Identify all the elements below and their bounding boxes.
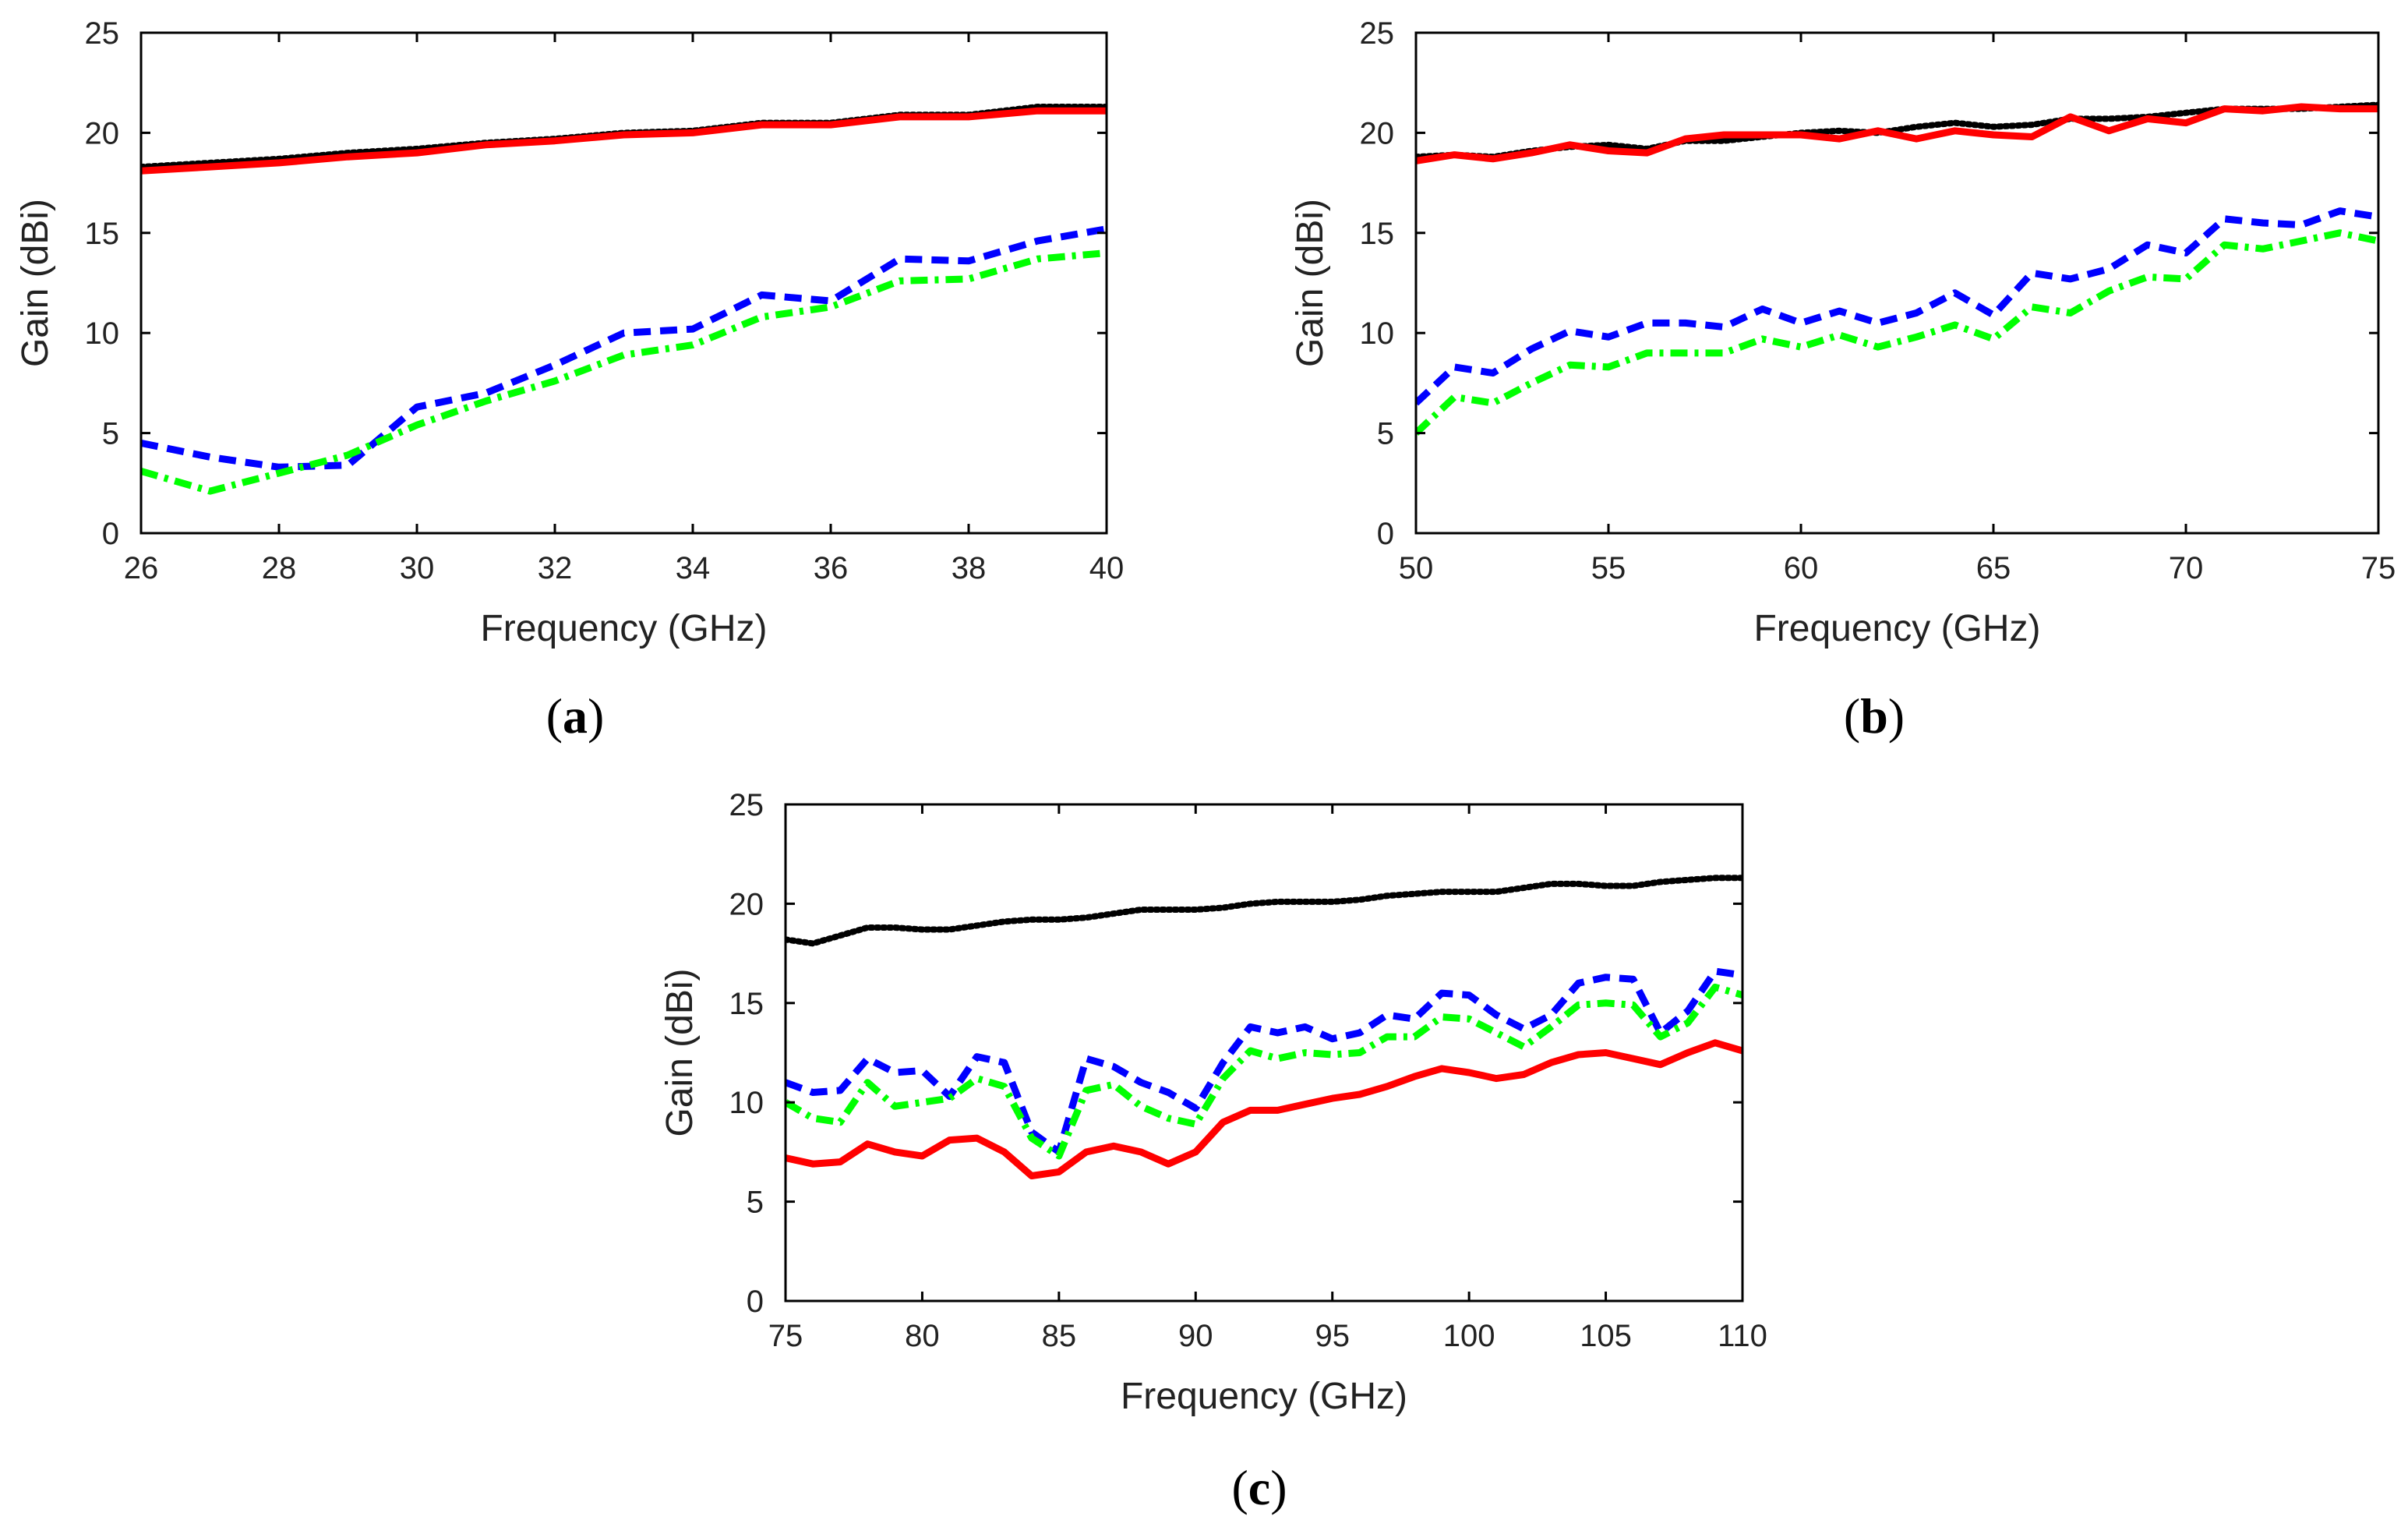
y-axis-label: Gain (dBi) — [15, 199, 56, 367]
y-tick-label: 10 — [85, 316, 120, 351]
y-tick-label: 5 — [1377, 417, 1394, 451]
plot-frame — [784, 803, 1744, 1303]
x-tick-label: 55 — [1591, 551, 1626, 585]
plot-frame — [1414, 31, 2380, 535]
x-tick-label: 110 — [1718, 1319, 1767, 1353]
x-tick-label: 36 — [814, 551, 849, 585]
y-tick-label: 25 — [1360, 16, 1395, 51]
series-line-red-solid — [786, 1039, 1742, 1179]
panel-label: (c) — [1231, 1460, 1287, 1515]
chart-panel-b: 50 55 60 65 70 75 0 5 10 15 20 25 Frequency (GHz) Gai… — [1290, 16, 2396, 744]
x-tick-label: 28 — [262, 551, 297, 585]
panel-label: (a) — [546, 688, 605, 744]
x-tick-label: 30 — [400, 551, 435, 585]
series-line-green-dashdot — [1416, 229, 2378, 436]
x-tick-label: 95 — [1315, 1319, 1350, 1353]
y-tick-label: 5 — [102, 417, 119, 451]
y-tick-label: 0 — [747, 1285, 764, 1319]
y-axis-label: Gain (dBi) — [659, 968, 701, 1136]
y-axis-label: Gain (dBi) — [1290, 199, 1331, 367]
x-tick-label: 26 — [124, 551, 159, 585]
y-tick-label: 20 — [1360, 116, 1395, 150]
x-tick-label: 100 — [1443, 1319, 1495, 1353]
x-tick-label: 34 — [676, 551, 711, 585]
x-tick-label: 40 — [1089, 551, 1125, 585]
x-tick-label: 50 — [1399, 551, 1434, 585]
x-axis-label: Frequency (GHz) — [1121, 1376, 1407, 1417]
series-line-blue-dashed — [786, 967, 1742, 1156]
x-tick-label: 90 — [1178, 1319, 1213, 1353]
x-tick-label: 38 — [952, 551, 987, 585]
y-tick-label: 15 — [85, 217, 120, 251]
x-tick-label: 65 — [1976, 551, 2011, 585]
x-tick-label: 75 — [768, 1319, 803, 1353]
x-tick-label: 60 — [1784, 551, 1819, 585]
x-tick-label: 75 — [2361, 551, 2396, 585]
series-line-black-dotted — [786, 875, 1742, 947]
x-tick-label: 105 — [1580, 1319, 1632, 1353]
y-tick-label: 20 — [85, 116, 120, 150]
y-tick-label: 0 — [102, 517, 119, 551]
y-tick-label: 15 — [729, 987, 764, 1021]
y-tick-label: 15 — [1360, 217, 1395, 251]
chart-panel-a: 26 28 30 32 34 36 38 40 0 5 10 15 20 25 Frequency (GHz… — [15, 16, 1124, 744]
x-tick-label: 32 — [538, 551, 573, 585]
series-line-red-solid — [141, 107, 1107, 175]
x-tick-label: 80 — [905, 1319, 940, 1353]
x-axis-label: Frequency (GHz) — [1753, 608, 2040, 649]
x-axis-label: Frequency (GHz) — [480, 608, 767, 649]
y-tick-label: 25 — [85, 16, 120, 51]
series-line-red-solid — [1416, 103, 2378, 164]
y-tick-label: 10 — [1360, 316, 1395, 351]
series-line-green-dashdot — [141, 249, 1107, 495]
panel-label: (b) — [1844, 688, 1905, 744]
x-tick-label: 70 — [2169, 551, 2204, 585]
chart-panel-c: 75 80 85 90 95 100 105 110 0 5 10 15 20 25 Frequency (… — [659, 788, 1767, 1515]
plot-frame — [139, 31, 1108, 535]
y-tick-label: 5 — [747, 1186, 764, 1220]
y-tick-label: 10 — [729, 1086, 764, 1120]
y-tick-label: 0 — [1377, 517, 1394, 551]
y-tick-label: 25 — [729, 788, 764, 822]
y-tick-label: 20 — [729, 887, 764, 921]
x-tick-label: 85 — [1042, 1319, 1077, 1353]
series-line-blue-dashed — [1416, 207, 2378, 406]
